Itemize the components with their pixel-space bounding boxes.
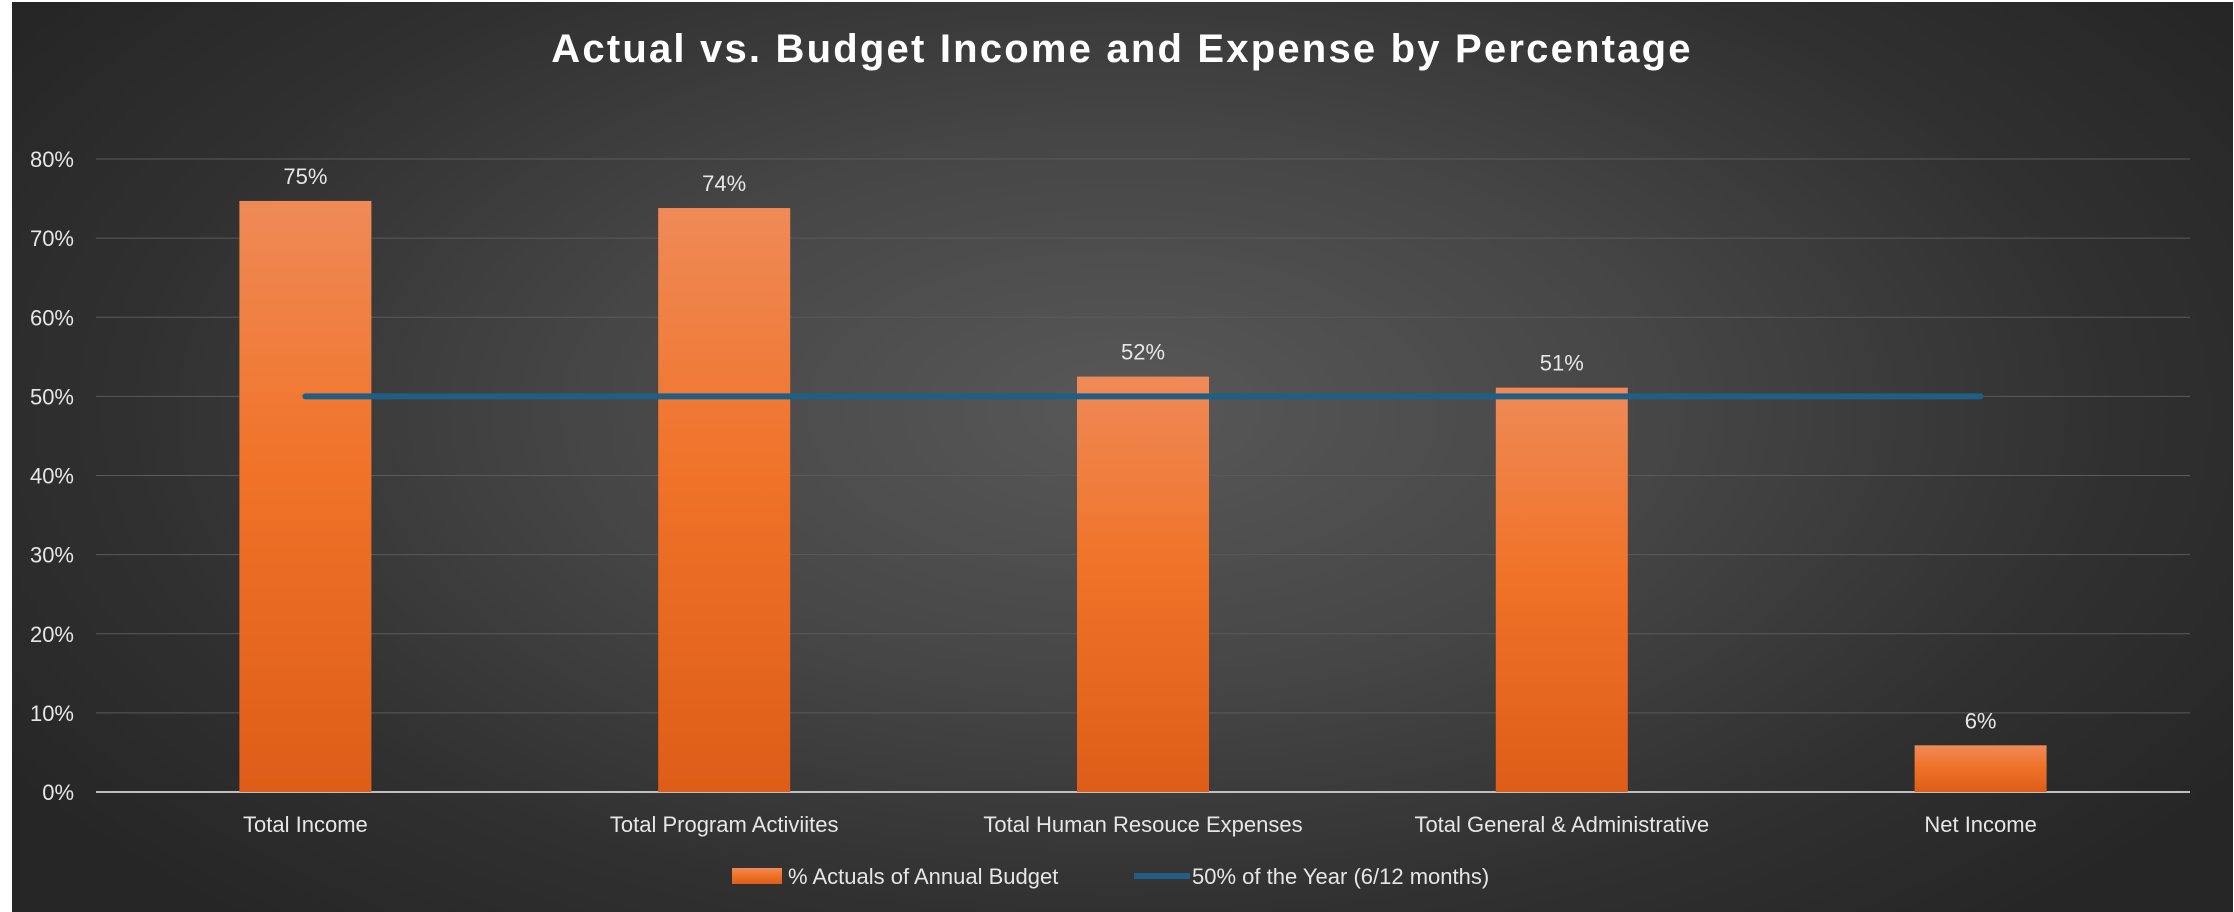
y-tick-label: 40% [30, 464, 74, 489]
y-tick-label: 30% [30, 543, 74, 568]
data-label: 52% [1121, 340, 1165, 365]
x-category-label: Total General & Administrative [1414, 812, 1709, 837]
legend-swatch-bar [732, 868, 782, 884]
x-category-label: Net Income [1924, 812, 2037, 837]
chart-svg: Actual vs. Budget Income and Expense by … [30, 27, 2190, 889]
legend-label-bar: % Actuals of Annual Budget [788, 864, 1058, 889]
bar [658, 208, 791, 792]
chart-area: Actual vs. Budget Income and Expense by … [12, 2, 2233, 912]
y-tick-label: 80% [30, 147, 74, 172]
bar [1914, 745, 2047, 792]
data-label: 6% [1965, 708, 1997, 733]
chart-title: Actual vs. Budget Income and Expense by … [551, 27, 1692, 71]
legend-label-line: 50% of the Year (6/12 months) [1192, 864, 1489, 889]
x-category-label: Total Program Activiites [610, 812, 839, 837]
bar [239, 200, 372, 792]
bar [1077, 376, 1209, 792]
x-category-label: Total Income [243, 812, 368, 837]
y-tick-label: 50% [30, 384, 74, 409]
legend: % Actuals of Annual Budget 50% of the Ye… [732, 864, 1489, 889]
bar-series [239, 200, 2047, 792]
y-tick-label: 60% [30, 305, 74, 330]
y-tick-label: 10% [30, 701, 74, 726]
x-axis: Total Income Total Program Activiites Tota… [243, 812, 2037, 837]
x-category-label: Total Human Resouce Expenses [983, 812, 1302, 837]
data-label: 75% [283, 164, 327, 189]
y-tick-label: 20% [30, 622, 74, 647]
data-label: 51% [1540, 351, 1584, 376]
y-axis: 0% 10% 20% 30% 40% 50% 60% 70% 80% [30, 147, 74, 805]
bar [1495, 387, 1628, 792]
data-label: 74% [702, 171, 746, 196]
data-labels: 75% 74% 52% 51% 6% [283, 164, 1996, 733]
y-tick-label: 70% [30, 226, 74, 251]
y-tick-label: 0% [42, 780, 74, 805]
